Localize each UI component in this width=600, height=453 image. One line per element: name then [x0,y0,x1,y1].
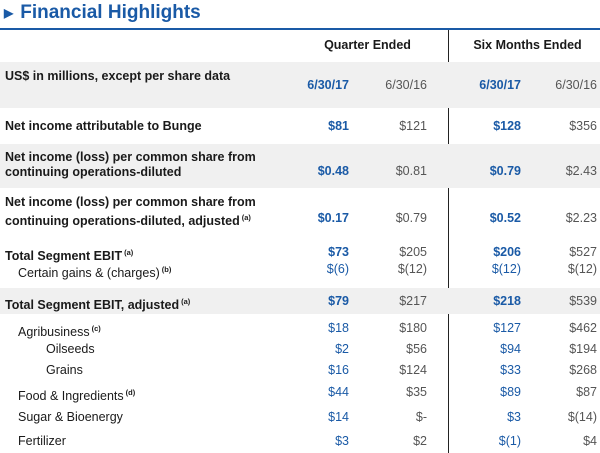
value-s-2016: $356 [569,119,597,133]
value-q-2016: $121 [399,119,427,133]
value-s-2016: $(14) [567,410,597,424]
table-row: Net income (loss) per common share from … [0,190,600,238]
value-q-2017: $(6) [326,262,349,276]
row-label: Sugar & Bioenergy [18,410,123,424]
table-row: Total Segment EBIT (a) $73 $205 $206 $527… [0,240,600,286]
value-s-2017: $218 [493,294,521,308]
value-q-2017: $0.48 [317,164,349,178]
value-q-2016: $124 [399,363,427,377]
value-s-2017: $127 [493,321,521,335]
value-q-2016: $0.81 [395,164,427,178]
row-label: Total Segment EBIT, adjusted (a) [5,297,191,312]
value-q-2017: $3 [335,434,349,448]
value-s-2016: $87 [576,385,597,399]
value-s-2017: $0.79 [489,164,521,178]
value-q-2016: $0.79 [395,211,427,225]
value-s-2016: $539 [569,294,597,308]
table-row: Net income attributable to Bunge $81 $12… [0,114,600,140]
value-q-2017: $14 [328,410,349,424]
col-s-2016: 6/30/16 [555,78,597,92]
table-row: Grains $16 $124 $33 $268 [0,361,600,381]
value-q-2017: $0.17 [317,211,349,225]
six-months-ended-header: Six Months Ended [473,38,582,52]
value-q-2016: $35 [406,385,427,399]
value-s-2017: $33 [500,363,521,377]
table-row: Net income (loss) per common share from … [0,144,600,188]
row-label: Certain gains & (charges) (b) [18,265,172,280]
value-q-2016: $- [415,410,427,424]
value-s-2016: $527 [569,245,597,259]
row-label: Net income attributable to Bunge [5,119,202,133]
units-label: US$ in millions, except per share data [5,69,231,83]
value-s-2017: $89 [500,385,521,399]
footnote-marker: (a) [181,297,191,306]
col-q-2016: 6/30/16 [385,78,427,92]
row-label: Net income (loss) per common share from … [5,150,256,179]
row-label: Oilseeds [46,342,95,356]
value-q-2017: $73 [328,245,349,259]
value-q-2017: $16 [328,363,349,377]
row-label: Total Segment EBIT (a) [5,248,134,263]
footnote-marker: (a) [241,213,251,222]
value-q-2016: $2 [413,434,427,448]
footnote-marker: (b) [161,265,172,274]
row-label: Net income (loss) per common share from … [5,195,256,228]
col-q-2017: 6/30/17 [307,78,349,92]
table-row: Oilseeds $2 $56 $94 $194 [0,340,600,360]
value-q-2017: $79 [328,294,349,308]
row-label: Fertilizer [18,434,66,448]
value-s-2016: $2.23 [565,211,597,225]
value-s-2017: $206 [493,245,521,259]
value-s-2016: $462 [569,321,597,335]
value-s-2016: $194 [569,342,597,356]
value-q-2016: $(12) [397,262,427,276]
table-row: Food & Ingredients (d) $44 $35 $89 $87 [0,383,600,403]
value-q-2017: $2 [335,342,349,356]
value-q-2017: $18 [328,321,349,335]
row-label: Grains [46,363,83,377]
footnote-marker: (d) [125,388,136,397]
value-q-2017: $81 [328,119,349,133]
value-s-2016: $(12) [567,262,597,276]
table-row: Agribusiness (c) $18 $180 $127 $462 [0,319,600,339]
value-s-2017: $3 [507,410,521,424]
row-label: Agribusiness (c) [18,324,101,339]
value-q-2016: $205 [399,245,427,259]
footnote-marker: (c) [91,324,101,333]
value-q-2016: $180 [399,321,427,335]
quarter-ended-header: Quarter Ended [324,38,411,52]
row-label: Food & Ingredients (d) [18,388,136,403]
section-title: ▶ Financial Highlights [2,0,201,26]
section-title-text: Financial Highlights [20,2,201,23]
value-q-2016: $56 [406,342,427,356]
value-s-2017: $128 [493,119,521,133]
value-s-2016: $268 [569,363,597,377]
value-s-2017: $(12) [491,262,521,276]
column-header-row: US$ in millions, except per share data 6… [0,62,600,108]
table-row: Fertilizer $3 $2 $(1) $4 [0,431,600,451]
footnote-marker: (a) [124,248,134,257]
col-s-2017: 6/30/17 [479,78,521,92]
table-row: Total Segment EBIT, adjusted (a) $79 $217… [0,288,600,314]
value-q-2016: $217 [399,294,427,308]
value-s-2016: $2.43 [565,164,597,178]
title-rule [0,28,600,30]
triangle-right-icon: ▶ [4,6,14,20]
value-s-2016: $4 [583,434,597,448]
column-divider [448,30,449,453]
value-s-2017: $0.52 [489,211,521,225]
value-s-2017: $(1) [498,434,521,448]
value-s-2017: $94 [500,342,521,356]
value-q-2017: $44 [328,385,349,399]
table-row: Sugar & Bioenergy $14 $- $3 $(14) [0,407,600,427]
